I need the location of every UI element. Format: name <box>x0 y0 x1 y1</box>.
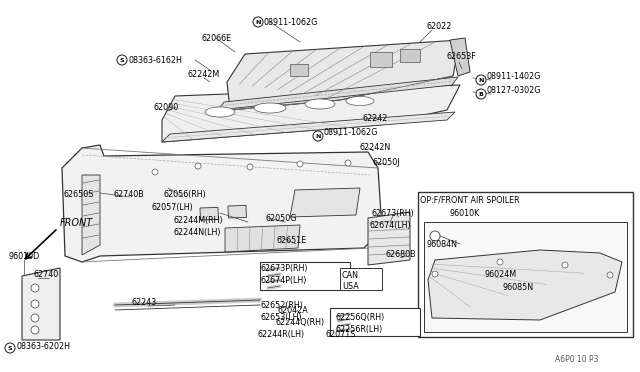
Text: 62022: 62022 <box>427 22 452 31</box>
Circle shape <box>31 326 39 334</box>
Text: 62244R(LH): 62244R(LH) <box>258 330 305 339</box>
Text: FRONT: FRONT <box>60 218 93 228</box>
Polygon shape <box>428 250 622 320</box>
Text: S: S <box>8 346 12 350</box>
Circle shape <box>5 343 15 353</box>
Text: 62674P(LH): 62674P(LH) <box>261 276 307 285</box>
Circle shape <box>476 89 486 99</box>
Bar <box>260 262 350 290</box>
Text: 96085N: 96085N <box>503 283 534 292</box>
Circle shape <box>31 300 39 308</box>
Polygon shape <box>450 38 470 76</box>
Ellipse shape <box>346 96 374 106</box>
Text: 96010D: 96010D <box>8 252 39 261</box>
Text: 62673(RH): 62673(RH) <box>372 209 415 218</box>
Text: 62673P(RH): 62673P(RH) <box>261 264 308 273</box>
Text: 62256Q(RH): 62256Q(RH) <box>336 313 385 322</box>
Circle shape <box>195 163 201 169</box>
Text: 08127-0302G: 08127-0302G <box>487 86 541 95</box>
Text: S: S <box>120 58 124 62</box>
Text: 62042A: 62042A <box>278 306 308 315</box>
Text: B: B <box>479 92 483 96</box>
Circle shape <box>31 284 39 292</box>
Text: 96024M: 96024M <box>485 270 517 279</box>
Text: N: N <box>316 134 321 138</box>
Polygon shape <box>162 112 455 142</box>
Text: 62650S: 62650S <box>63 190 93 199</box>
Polygon shape <box>227 40 460 110</box>
Text: 08363-6202H: 08363-6202H <box>16 342 70 351</box>
Text: USA: USA <box>342 282 359 291</box>
Circle shape <box>562 262 568 268</box>
Text: 62071S: 62071S <box>326 330 356 339</box>
Polygon shape <box>162 85 460 142</box>
Circle shape <box>152 169 158 175</box>
Text: 62652(RH): 62652(RH) <box>261 301 304 310</box>
Text: 08911-1062G: 08911-1062G <box>264 18 318 27</box>
Text: 96010K: 96010K <box>450 209 480 218</box>
Text: 62242N: 62242N <box>360 143 391 152</box>
Polygon shape <box>22 268 60 340</box>
Bar <box>330 308 420 336</box>
Ellipse shape <box>205 107 235 117</box>
Text: N: N <box>255 19 260 25</box>
Bar <box>340 268 382 290</box>
Ellipse shape <box>254 103 286 113</box>
Circle shape <box>117 55 127 65</box>
Circle shape <box>476 75 486 85</box>
Circle shape <box>497 259 503 265</box>
Circle shape <box>297 161 303 167</box>
Text: 62242: 62242 <box>363 114 388 123</box>
Circle shape <box>430 231 440 241</box>
Bar <box>370 52 392 67</box>
Circle shape <box>247 164 253 170</box>
Text: 62090: 62090 <box>154 103 179 112</box>
Polygon shape <box>225 225 300 252</box>
Text: 08363-6162H: 08363-6162H <box>128 56 182 65</box>
Text: 62244N(LH): 62244N(LH) <box>173 228 221 237</box>
Text: OP:F/FRONT AIR SPOILER: OP:F/FRONT AIR SPOILER <box>420 195 520 204</box>
Text: 62050J: 62050J <box>373 158 401 167</box>
Text: 96084N: 96084N <box>427 240 458 249</box>
Text: 62056(RH): 62056(RH) <box>163 190 205 199</box>
Polygon shape <box>218 77 458 110</box>
Polygon shape <box>290 188 360 217</box>
Text: 62066E: 62066E <box>201 34 231 43</box>
Text: 62740: 62740 <box>33 270 58 279</box>
Text: 62242M: 62242M <box>188 70 220 79</box>
Bar <box>400 49 420 62</box>
Text: 08911-1402G: 08911-1402G <box>487 72 541 81</box>
Circle shape <box>313 131 323 141</box>
Bar <box>424 222 627 332</box>
Bar <box>200 207 218 220</box>
Text: 62244M(RH): 62244M(RH) <box>173 216 223 225</box>
Ellipse shape <box>305 99 335 109</box>
Circle shape <box>432 271 438 277</box>
Polygon shape <box>368 212 410 265</box>
Bar <box>290 64 308 76</box>
Text: 62243: 62243 <box>131 298 156 307</box>
Circle shape <box>607 272 613 278</box>
Polygon shape <box>82 175 100 255</box>
Text: N: N <box>478 77 484 83</box>
Text: 62680B: 62680B <box>386 250 417 259</box>
Bar <box>418 192 633 337</box>
Text: 62256R(LH): 62256R(LH) <box>336 325 383 334</box>
Text: 62050G: 62050G <box>266 214 298 223</box>
Text: A6P0 10 P3: A6P0 10 P3 <box>555 355 598 364</box>
Text: 62057(LH): 62057(LH) <box>152 203 194 212</box>
Circle shape <box>345 160 351 166</box>
Text: CAN: CAN <box>342 271 359 280</box>
Text: 62674(LH): 62674(LH) <box>370 221 412 230</box>
Polygon shape <box>62 145 382 262</box>
Text: 62244Q(RH): 62244Q(RH) <box>276 318 325 327</box>
Bar <box>228 205 246 218</box>
Text: 62651E: 62651E <box>277 236 307 245</box>
Text: 62740B: 62740B <box>113 190 144 199</box>
Circle shape <box>31 314 39 322</box>
Text: 08911-1062G: 08911-1062G <box>324 128 378 137</box>
Circle shape <box>253 17 263 27</box>
Text: 62653F: 62653F <box>447 52 477 61</box>
Text: 62653(LH): 62653(LH) <box>261 313 303 322</box>
